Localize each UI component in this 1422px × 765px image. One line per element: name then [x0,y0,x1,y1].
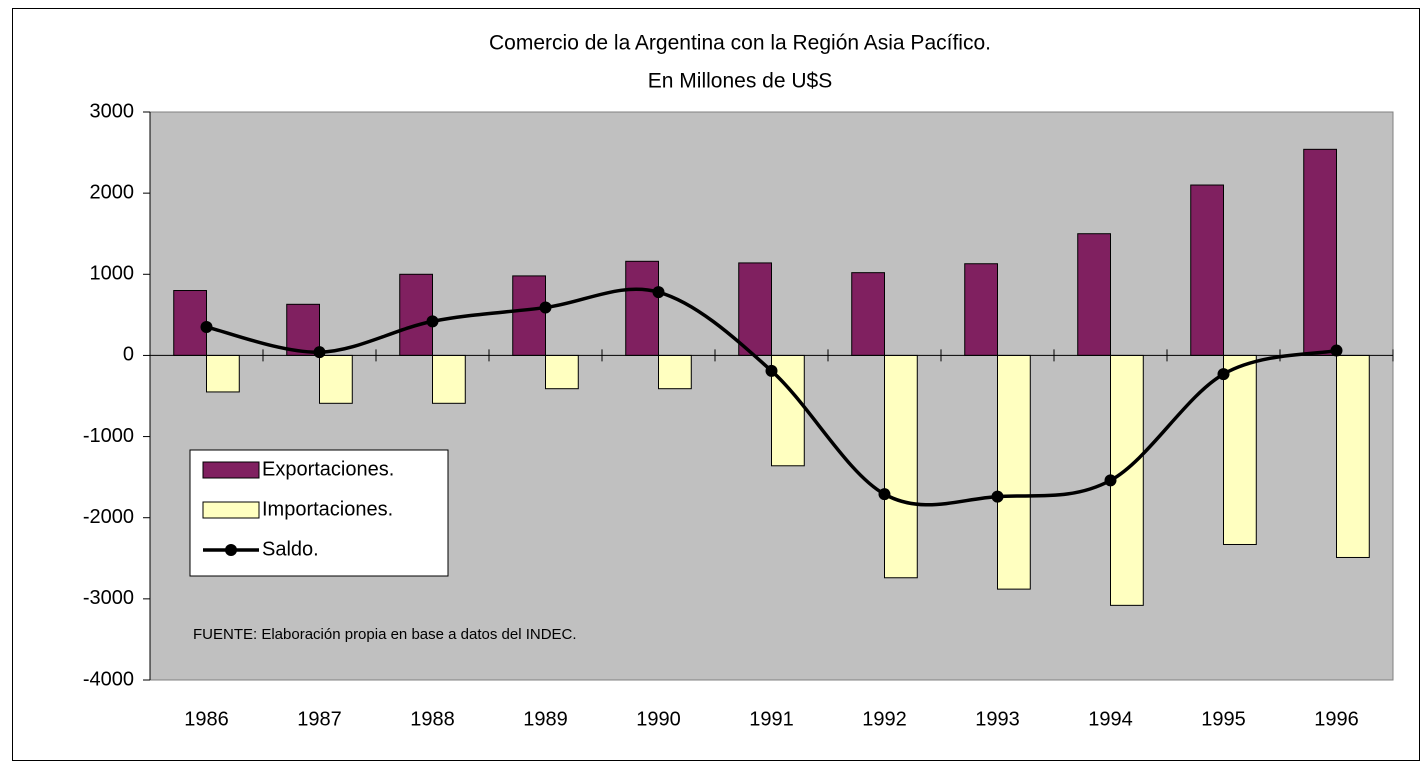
y-tick-label: -3000 [83,587,134,609]
bar [997,354,1031,590]
line-marker [991,490,1004,503]
legend-label: Importaciones. [262,498,393,520]
bar [545,354,579,390]
bar [512,275,546,356]
line-marker [313,346,326,359]
legend-swatch [225,544,237,556]
bar [173,290,207,356]
bar [319,354,353,404]
y-tick-label: -4000 [83,668,134,690]
legend-label: Exportaciones. [262,458,394,480]
legend-swatch [202,461,260,479]
x-tick-label: 1987 [297,708,342,730]
line-marker [652,286,665,299]
bar [432,354,466,404]
bar [1336,354,1370,558]
line-marker [1330,344,1343,357]
bar [399,273,434,356]
line-marker [1217,368,1230,381]
line-marker [1104,474,1117,487]
line-marker [539,301,552,314]
x-tick-label: 1996 [1314,708,1359,730]
x-tick-label: 1990 [636,708,681,730]
bar [1190,184,1224,356]
bar [738,262,772,356]
bar [1077,233,1111,356]
bar [286,303,321,356]
x-tick-label: 1994 [1088,708,1133,730]
line-marker [426,315,439,328]
x-tick-label: 1988 [410,708,455,730]
x-tick-label: 1989 [523,708,568,730]
y-tick-label: -1000 [83,425,134,447]
bar [206,354,240,393]
annotation: FUENTE: Elaboración propia en base a dat… [193,626,577,643]
legend-label: Saldo. [262,538,319,560]
line-marker [878,488,891,501]
line [206,287,1337,507]
x-tick-label: 1993 [975,708,1020,730]
x-tick-label: 1992 [862,708,907,730]
y-tick-label: 0 [123,344,134,366]
chart-subtitle: En Millones de U$S [648,70,832,93]
y-tick-label: 1000 [90,263,135,285]
legend-swatch [202,501,260,519]
y-tick-label: -2000 [83,506,134,528]
line-marker [765,364,778,377]
y-tick-label: 3000 [90,100,135,122]
x-tick-label: 1995 [1201,708,1246,730]
x-tick-label: 1986 [184,708,229,730]
chart-title: Comercio de la Argentina con la Región A… [489,32,991,55]
bar [964,263,998,356]
bar [658,354,692,390]
bar [1303,148,1337,356]
y-tick-label: 2000 [90,181,135,203]
bar [1223,354,1257,545]
line-marker [200,321,213,334]
x-tick-label: 1991 [749,708,794,730]
bar [625,260,659,356]
bar [884,354,918,579]
bar [851,272,885,356]
